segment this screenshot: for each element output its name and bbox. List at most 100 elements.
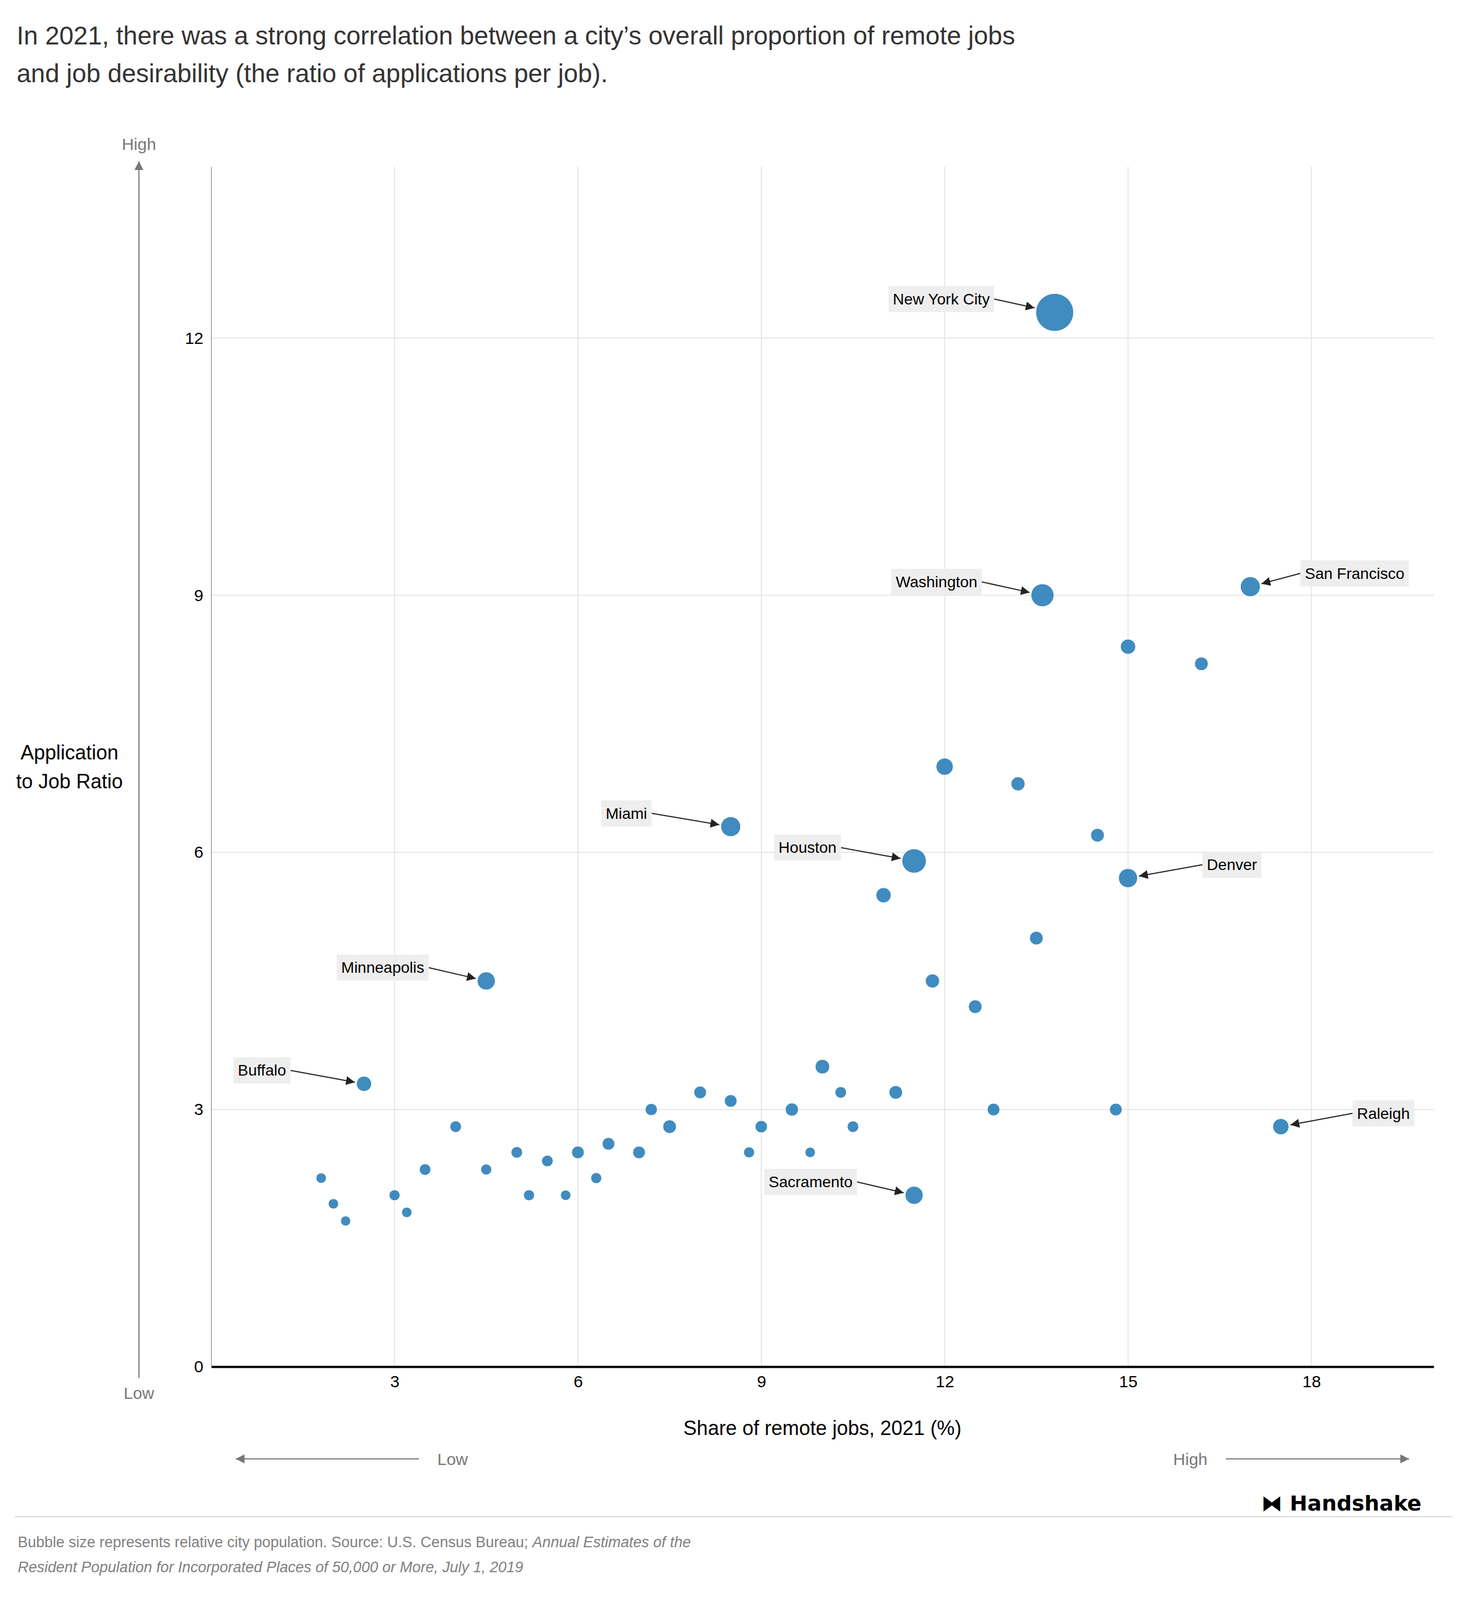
point-label: San Francisco — [1261, 560, 1409, 587]
grid-line-x — [393, 166, 396, 1367]
y-axis-line — [211, 167, 213, 1368]
point-label-text: Miami — [605, 805, 648, 823]
footer-note: Bubble size represents relative city pop… — [17, 1534, 691, 1551]
bubble — [590, 1173, 602, 1184]
point-label: Houston — [774, 834, 901, 861]
bubble — [401, 1207, 412, 1218]
point-label-arrow — [981, 581, 1030, 593]
grid-line-x — [760, 166, 762, 1367]
annotations: New York City San Francisco Washington Miam… — [233, 286, 1415, 1196]
x-low-arrow — [235, 1458, 419, 1460]
point-label-arrow — [290, 1070, 356, 1083]
bubble — [480, 1164, 492, 1175]
credit: ⧓ Handshake — [1261, 1491, 1422, 1516]
x-tick-label: 15 — [1119, 1372, 1138, 1391]
point-label: Sacramento — [764, 1169, 904, 1196]
x-tick-label: 18 — [1302, 1372, 1321, 1391]
bubble — [477, 972, 496, 991]
point-label-box — [233, 1057, 291, 1084]
point-label: Minneapolis — [336, 954, 476, 981]
points — [316, 293, 1290, 1226]
bubble — [1194, 657, 1209, 671]
point-label: Denver — [1139, 851, 1262, 878]
bubble — [875, 887, 891, 903]
point-label-text: Washington — [895, 573, 978, 591]
bubble — [724, 1094, 737, 1107]
point-label: Miami — [601, 800, 720, 827]
bubble — [560, 1190, 571, 1201]
x-low-label: Low — [437, 1450, 468, 1469]
point-label-arrow — [994, 298, 1035, 308]
footer-note: Resident Population for Incorporated Pla… — [17, 1559, 524, 1576]
bubble — [847, 1121, 860, 1134]
bubble — [602, 1138, 615, 1151]
bubble — [925, 974, 940, 989]
bubble — [632, 1146, 646, 1159]
bubble — [1029, 931, 1044, 945]
point-label-text: San Francisco — [1304, 565, 1405, 583]
y-axis-title: Application — [20, 741, 119, 765]
x-axis-title: Share of remote jobs, 2021 (%) — [683, 1416, 962, 1440]
x-tick: 9 — [756, 1366, 767, 1391]
plot: 369121518036912New York CitySan Francisc… — [185, 166, 1435, 1391]
bubble — [968, 1000, 982, 1014]
bubble — [388, 1190, 400, 1201]
bubble — [1273, 1119, 1290, 1136]
y-tick: 12 — [185, 328, 212, 348]
x-tick: 15 — [1119, 1366, 1138, 1391]
grid-line-x — [1127, 166, 1129, 1367]
y-tick: 9 — [193, 586, 212, 605]
bubble — [419, 1164, 432, 1176]
point-label-arrow — [428, 967, 477, 980]
bubble — [340, 1216, 351, 1227]
point-label-box — [601, 800, 652, 827]
bubble — [662, 1120, 677, 1134]
bubble — [1109, 1103, 1122, 1116]
bubble — [835, 1086, 847, 1099]
bubble — [936, 758, 954, 776]
point-label-arrow — [840, 847, 901, 860]
bubble — [785, 1103, 798, 1116]
bubble — [356, 1076, 372, 1092]
y-high-label: High — [121, 135, 157, 154]
x-tick: 12 — [935, 1366, 955, 1391]
bubble — [889, 1085, 903, 1100]
bubble — [1120, 639, 1136, 655]
x-tick: 18 — [1302, 1366, 1321, 1391]
point-label-box — [336, 954, 429, 981]
x-high-arrow — [1225, 1458, 1410, 1460]
point-label-box — [1202, 851, 1262, 878]
bubble — [1035, 293, 1074, 332]
bubble — [720, 816, 741, 837]
footer-note-part: Annual Estimates of the — [531, 1534, 691, 1551]
bubble — [450, 1121, 462, 1134]
point-label-arrow — [1290, 1113, 1353, 1126]
bubble — [1240, 576, 1261, 597]
x-tick-label: 12 — [935, 1372, 955, 1391]
point-label-text: Buffalo — [237, 1061, 287, 1080]
point-label-arrow — [856, 1181, 904, 1194]
bubble — [645, 1103, 658, 1116]
bubble — [987, 1103, 1000, 1116]
grid-line-y — [211, 337, 1434, 339]
point-label: New York City — [888, 286, 1035, 313]
x-tick-label: 3 — [390, 1372, 400, 1391]
y-tick: 6 — [193, 842, 212, 862]
bubble — [1118, 869, 1138, 888]
x-axis: 3 6 9 12 15 18 — [211, 1366, 1435, 1391]
point-label-box — [888, 286, 995, 313]
x-tick: 3 — [390, 1366, 400, 1391]
bubble — [511, 1146, 523, 1159]
title: and job desirability (the ratio of appli… — [16, 58, 608, 88]
point-label-box — [1352, 1100, 1415, 1127]
x-tick-label: 6 — [573, 1372, 583, 1391]
point-label-arrow — [1261, 573, 1301, 585]
point-label: Raleigh — [1290, 1100, 1415, 1127]
y-tick-label: 9 — [193, 586, 204, 605]
y-axis-title: to Job Ratio — [16, 770, 123, 793]
bubble — [805, 1147, 816, 1158]
point-label-text: Sacramento — [768, 1173, 853, 1191]
bubble — [316, 1173, 327, 1184]
y-low-label: Low — [123, 1384, 154, 1403]
bubble — [571, 1146, 585, 1159]
